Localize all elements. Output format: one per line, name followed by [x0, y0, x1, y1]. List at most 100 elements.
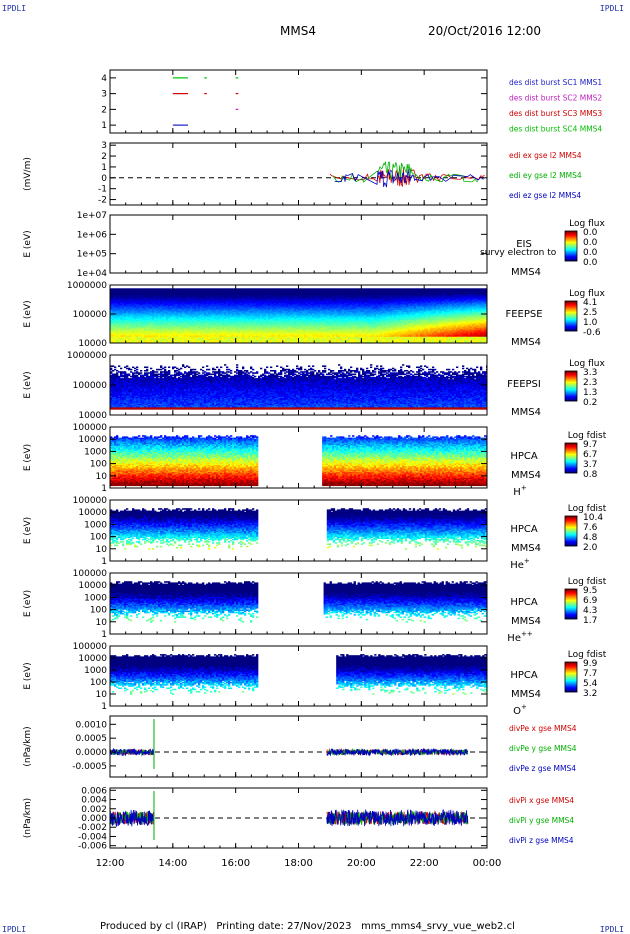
heatmap-cell	[142, 301, 145, 304]
heatmap-cell	[124, 341, 127, 343]
heatmap-cell	[238, 297, 241, 299]
heatmap-cell	[150, 337, 153, 339]
heatmap-cell	[162, 301, 165, 304]
heatmap-cell	[156, 325, 159, 327]
heatmap-cell	[168, 318, 171, 321]
heatmap-cell	[172, 327, 175, 329]
heatmap-cell	[174, 314, 177, 316]
heatmap-cell	[196, 317, 199, 319]
heatmap-cell	[234, 320, 237, 323]
heatmap-cell	[190, 324, 193, 326]
heatmap-cell	[178, 292, 181, 295]
heatmap-cell	[206, 330, 209, 333]
heatmap-cell	[120, 308, 123, 310]
heatmap-cell	[134, 288, 137, 290]
heatmap-cell	[158, 324, 161, 326]
heatmap-cell	[180, 311, 183, 314]
heatmap-cell	[158, 329, 161, 332]
heatmap-cell	[230, 338, 233, 341]
heatmap-cell	[226, 297, 229, 299]
heatmap-cell	[172, 322, 175, 325]
heatmap-cell	[118, 326, 121, 328]
heatmap-cell	[184, 299, 187, 302]
heatmap-cell	[222, 340, 225, 343]
heatmap-cell	[158, 298, 161, 300]
heatmap-cell	[148, 291, 151, 294]
heatmap-cell	[166, 308, 169, 310]
heatmap-cell	[116, 329, 119, 332]
heatmap-cell	[120, 327, 123, 329]
heatmap-cell	[232, 326, 235, 328]
heatmap-cell	[208, 338, 211, 341]
heatmap-cell	[192, 310, 195, 313]
heatmap-cell	[206, 312, 209, 315]
heatmap-cell	[196, 331, 199, 334]
heatmap-cell	[174, 320, 177, 323]
heatmap-cell	[116, 330, 119, 333]
heatmap-cell	[238, 301, 241, 304]
heatmap-cell	[162, 309, 165, 312]
heatmap-cell	[186, 298, 189, 300]
heatmap-cell	[188, 330, 191, 333]
heatmap-cell	[142, 325, 145, 327]
heatmap-cell	[112, 336, 115, 338]
heatmap-cell	[186, 306, 189, 308]
heatmap-cell	[170, 322, 173, 325]
heatmap-cell	[176, 339, 179, 342]
heatmap-cell	[168, 327, 171, 329]
heatmap-cell	[146, 291, 149, 294]
heatmap-cell	[158, 309, 161, 312]
heatmap-cell	[150, 300, 153, 303]
heatmap-cell	[138, 327, 141, 329]
heatmap-cell	[126, 338, 129, 341]
heatmap-cell	[148, 317, 151, 319]
heatmap-cell	[134, 315, 137, 317]
heatmap-cell	[142, 293, 145, 296]
heatmap-cell	[154, 319, 157, 322]
heatmap-cell	[150, 336, 153, 338]
heatmap-cell	[246, 338, 249, 341]
heatmap-cell	[186, 337, 189, 339]
heatmap-cell	[150, 298, 153, 300]
heatmap-cell	[210, 334, 213, 336]
heatmap-cell	[156, 306, 159, 308]
heatmap-cell	[232, 291, 235, 294]
heatmap-cell	[116, 309, 119, 312]
heatmap-cell	[202, 305, 205, 307]
heatmap-cell	[194, 299, 197, 302]
heatmap-cell	[212, 305, 215, 307]
heatmap-cell	[216, 318, 219, 321]
heatmap-cell	[132, 296, 135, 298]
colorbar-segment	[565, 241, 577, 243]
heatmap-cell	[188, 318, 191, 321]
heatmap-cell	[206, 300, 209, 303]
heatmap-cell	[118, 322, 121, 325]
heatmap-cell	[166, 311, 169, 314]
heatmap-cell	[204, 326, 207, 328]
heatmap-cell	[196, 291, 199, 294]
heatmap-cell	[112, 317, 115, 319]
heatmap-cell	[130, 334, 133, 336]
heatmap-cell	[112, 296, 115, 298]
heatmap-cell	[188, 314, 191, 316]
heatmap-cell	[216, 325, 219, 327]
heatmap-cell	[196, 336, 199, 338]
heatmap-cell	[226, 290, 229, 293]
heatmap-cell	[152, 292, 155, 295]
heatmap-cell	[240, 338, 243, 341]
heatmap-cell	[184, 307, 187, 309]
heatmap-cell	[218, 327, 221, 329]
heatmap-cell	[248, 322, 251, 325]
heatmap-cell	[110, 334, 113, 336]
heatmap-cell	[218, 288, 221, 290]
heatmap-cell	[180, 320, 183, 323]
heatmap-cell	[118, 312, 121, 315]
heatmap-cell	[114, 331, 117, 334]
heatmap-cell	[122, 307, 125, 309]
heatmap-cell	[140, 295, 143, 297]
heatmap-cell	[202, 326, 205, 328]
heatmap-cell	[208, 304, 211, 306]
heatmap-cell	[174, 304, 177, 306]
date-title: 20/Oct/2016 12:00	[428, 24, 541, 38]
heatmap-cell	[152, 334, 155, 336]
